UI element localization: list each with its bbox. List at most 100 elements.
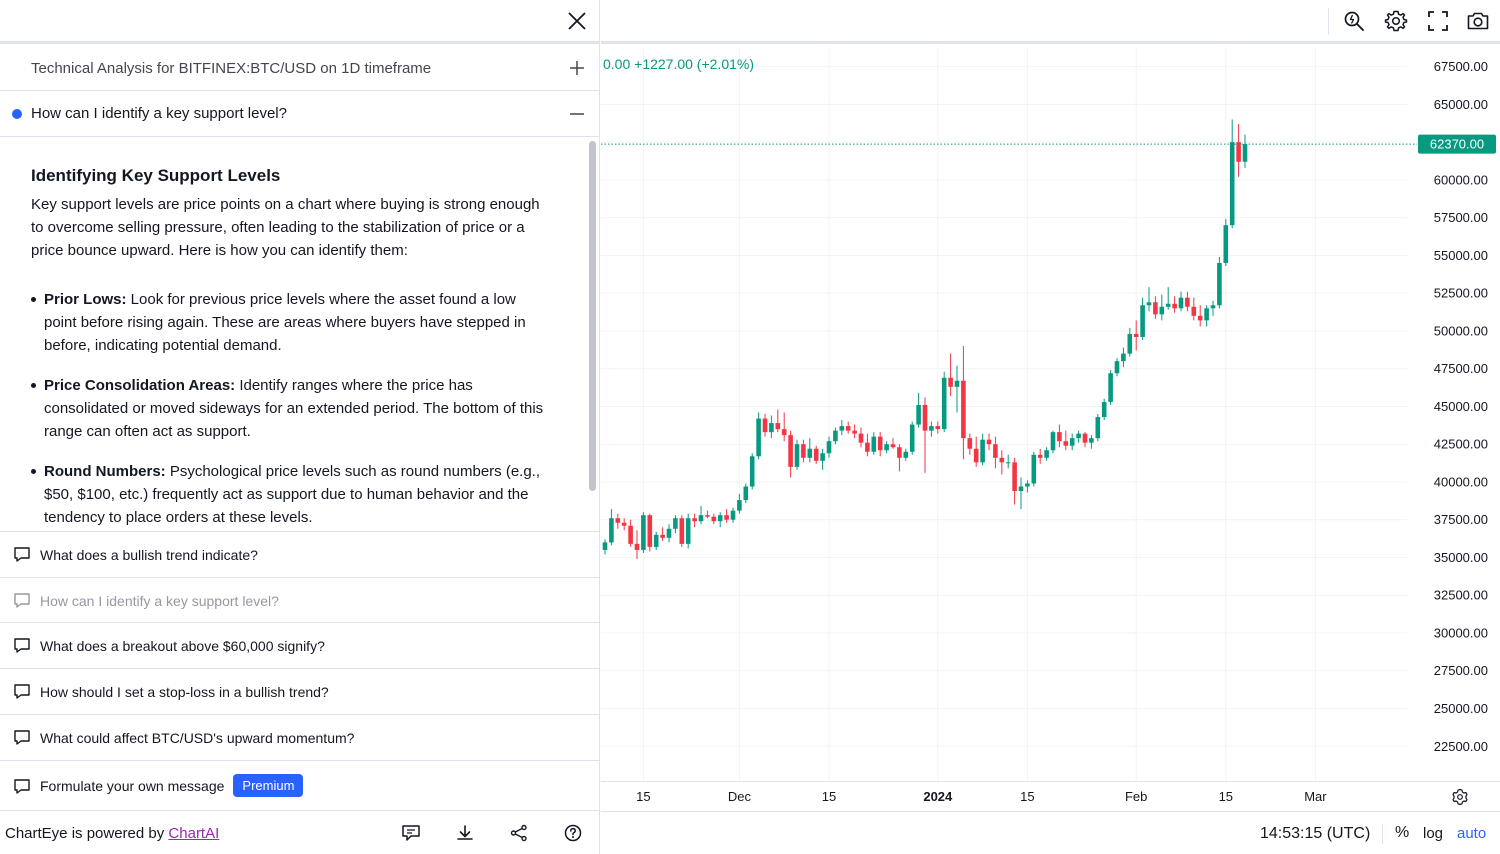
candle-up <box>673 518 678 529</box>
bullet-text: Look for previous price levels where the… <box>44 291 526 354</box>
suggestion-item[interactable]: How should I set a stop-loss in a bullis… <box>0 668 600 714</box>
chat-bubble-icon <box>14 730 30 745</box>
candle-down <box>973 448 979 463</box>
candle-up <box>929 426 934 431</box>
last-price-badge <box>1418 134 1496 154</box>
utc-clock[interactable]: 14:53:15 (UTC) <box>1260 825 1371 842</box>
share-icon[interactable] <box>509 823 529 843</box>
close-icon[interactable] <box>565 9 589 33</box>
candle-up <box>1204 308 1209 321</box>
fullscreen-icon[interactable] <box>1426 9 1450 33</box>
candle-up <box>1114 361 1120 374</box>
x-tick-label: Mar <box>1304 789 1327 804</box>
candle-up <box>820 453 825 461</box>
time-axis[interactable]: 15 Dec 15 2024 15 Feb 15 Mar <box>601 781 1500 811</box>
collapse-minus-icon[interactable] <box>568 105 586 123</box>
candle-up <box>653 534 659 547</box>
bullet-term: Price Consolidation Areas: <box>44 377 236 394</box>
candle-down <box>1082 433 1088 443</box>
candle-down <box>1197 315 1203 321</box>
y-tick-label: 60000.00 <box>1434 172 1488 187</box>
candle-up <box>916 404 921 425</box>
bullet-term: Prior Lows: <box>44 291 127 308</box>
axis-settings-icon[interactable] <box>1451 788 1469 806</box>
suggestion-label: How can I identify a key support level? <box>40 592 279 609</box>
candle-down <box>967 438 973 449</box>
answer-intro: Key support levels are price points on a… <box>31 196 540 259</box>
chat-bubble-icon <box>14 547 30 562</box>
candle-up <box>1089 438 1094 443</box>
percent-scale-button[interactable]: % <box>1395 824 1410 841</box>
candle-up <box>1108 373 1113 402</box>
active-question-header[interactable]: How can I identify a key support level? <box>0 91 600 137</box>
candle-down <box>852 430 857 434</box>
suggestion-label: What could affect BTC/USD's upward momen… <box>40 729 355 746</box>
candle-up <box>1210 305 1216 309</box>
candle-down <box>1236 142 1241 162</box>
candle-down <box>897 447 902 458</box>
candle-up <box>666 528 672 538</box>
chartai-link[interactable]: ChartAI <box>168 825 220 842</box>
x-tick-label: 15 <box>1020 789 1035 804</box>
y-tick-label: 42500.00 <box>1434 437 1488 452</box>
candle-up <box>941 377 947 430</box>
candle-up <box>1101 401 1107 418</box>
section-title: Technical Analysis for BITFINEX:BTC/USD … <box>31 59 432 77</box>
candle-down <box>1037 454 1043 458</box>
powered-by-label: ChartEye is powered by <box>5 825 169 842</box>
y-tick-label: 27500.00 <box>1434 663 1488 678</box>
candle-up <box>609 518 614 543</box>
candle-up <box>641 515 646 550</box>
candle-down <box>813 448 819 461</box>
y-tick-label: 47500.00 <box>1434 361 1488 376</box>
candle-down <box>660 534 665 538</box>
auto-scale-button[interactable]: auto <box>1457 825 1487 842</box>
x-tick-label: 15 <box>821 789 837 804</box>
analysis-section-header[interactable]: Technical Analysis for BITFINEX:BTC/USD … <box>0 46 600 91</box>
suggestion-item[interactable]: What could affect BTC/USD's upward momen… <box>0 714 600 760</box>
candle-up <box>685 518 691 544</box>
candle-up <box>807 448 813 458</box>
camera-snapshot-icon[interactable] <box>1466 9 1490 33</box>
chateye-panel: Technical Analysis for BITFINEX:BTC/USD … <box>0 0 600 854</box>
answer-bullet: Prior Lows: Look for previous price leve… <box>31 288 550 357</box>
own-message-item[interactable]: Formulate your own message Premium <box>0 760 600 810</box>
y-tick-label: 30000.00 <box>1434 625 1488 640</box>
candle-down <box>1185 297 1190 307</box>
candle-up <box>737 500 742 511</box>
y-tick-label: 32500.00 <box>1434 588 1488 603</box>
candle-up <box>1140 305 1145 337</box>
expand-plus-icon[interactable] <box>568 59 586 77</box>
candle-down <box>948 377 953 387</box>
download-icon[interactable] <box>455 823 475 843</box>
y-tick-label: 22500.00 <box>1434 739 1488 754</box>
candle-up <box>1159 306 1165 315</box>
settings-gear-icon[interactable] <box>1384 9 1408 33</box>
suggestion-item[interactable]: What does a bullish trend indicate? <box>0 531 600 577</box>
ai-analysis-icon[interactable] <box>1342 9 1366 33</box>
candle-up <box>1121 353 1126 362</box>
price-chart[interactable]: 67500.0065000.0062500.0060000.0057500.00… <box>601 47 1500 781</box>
candle-down <box>621 522 627 526</box>
x-tick-label: 2024 <box>923 789 953 804</box>
feedback-message-icon[interactable] <box>401 823 421 843</box>
candle-down <box>692 518 697 522</box>
candle-up <box>730 510 736 520</box>
candle-up <box>839 426 845 431</box>
y-tick-label: 45000.00 <box>1434 399 1488 414</box>
answer-bullet-list: Prior Lows: Look for previous price leve… <box>31 288 550 529</box>
candle-down <box>999 457 1005 463</box>
y-tick-label: 35000.00 <box>1434 550 1488 565</box>
candle-down <box>711 516 717 522</box>
premium-badge[interactable]: Premium <box>233 774 304 797</box>
log-scale-button[interactable]: log <box>1423 825 1444 842</box>
candlestick-chart-svg[interactable]: 67500.0065000.0062500.0060000.0057500.00… <box>601 47 1500 781</box>
candle-down <box>1012 462 1017 492</box>
help-icon[interactable] <box>563 823 583 843</box>
candle-up <box>743 486 749 501</box>
suggestion-item[interactable]: What does a breakout above $60,000 signi… <box>0 622 600 668</box>
answer-title: Identifying Key Support Levels <box>31 166 281 185</box>
price-change-readout: 0.00 +1227.00 (+2.01%) <box>603 56 755 72</box>
suggestion-item-disabled: How can I identify a key support level? <box>0 577 600 623</box>
answer-scrollbar-thumb[interactable] <box>589 141 596 491</box>
